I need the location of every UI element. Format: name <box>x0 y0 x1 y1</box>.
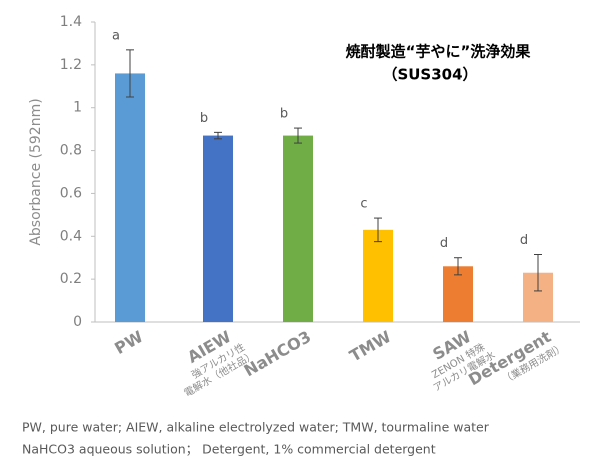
y-tick-label: 0.6 <box>60 185 82 201</box>
y-tick-label: 0.4 <box>60 228 82 244</box>
chart-title: 焼酎製造“芋やに”洗浄効果 <box>346 43 532 61</box>
footnote: PW, pure water; AIEW, alkaline electroly… <box>22 420 490 435</box>
x-tick-label: PW <box>111 327 146 358</box>
significance-letter: d <box>520 233 528 248</box>
significance-letter: c <box>360 197 367 212</box>
y-tick-label: 1.4 <box>60 14 82 30</box>
error-bar <box>534 254 542 292</box>
significance-letter: b <box>280 107 288 122</box>
y-tick-label: 0.8 <box>60 143 82 159</box>
bar <box>115 73 145 322</box>
error-bar <box>294 127 302 144</box>
significance-letter: a <box>112 28 120 43</box>
error-bar <box>214 131 222 140</box>
y-tick-label: 1.2 <box>60 57 82 73</box>
bar <box>203 135 233 322</box>
x-tick-label: TMW <box>346 327 394 366</box>
y-tick-label: 0 <box>73 314 82 330</box>
significance-letter: b <box>200 111 208 126</box>
significance-letter: d <box>440 236 448 251</box>
y-tick-label: 1 <box>73 100 82 116</box>
bar <box>283 135 313 322</box>
x-tick-label-group: TMW <box>346 327 394 366</box>
error-bar <box>454 257 462 276</box>
error-bar <box>374 217 382 243</box>
bar <box>363 229 393 322</box>
bar <box>443 266 473 322</box>
footnote: NaHCO3 aqueous solution； Detergent, 1% c… <box>22 442 436 457</box>
chart-subtitle: （SUS304） <box>382 66 477 84</box>
error-bar <box>126 49 134 98</box>
y-tick-label: 0.2 <box>60 271 82 287</box>
x-tick-label-group: PW <box>111 327 146 358</box>
y-axis-label: Absorbance (592nm) <box>28 98 44 245</box>
